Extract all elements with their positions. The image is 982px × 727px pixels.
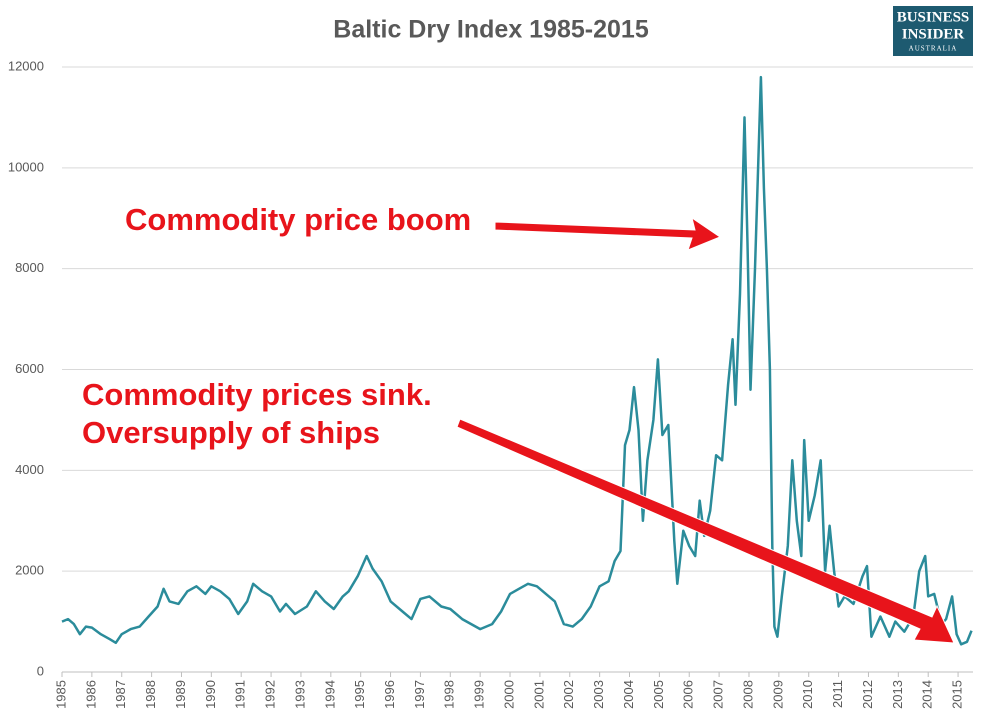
y-tick-label: 10000	[8, 159, 44, 174]
data-line	[61, 75, 973, 646]
annotation: Commodity prices sink.	[82, 377, 432, 412]
logo-box	[893, 6, 973, 56]
y-tick-label: 8000	[15, 260, 44, 275]
logo-text: AUSTRALIA	[909, 45, 958, 53]
arrow	[494, 216, 722, 251]
x-tick-label: 2007	[711, 680, 726, 709]
x-tick-label: 2006	[681, 680, 696, 709]
x-tick-label: 1992	[263, 680, 278, 709]
arrows	[456, 216, 955, 644]
x-tick-label: 2015	[950, 680, 965, 709]
x-tick-label: 1990	[203, 680, 218, 709]
logo-text: BUSINESS	[897, 9, 970, 25]
x-tick-label: 2001	[531, 680, 546, 709]
x-tick-label: 1989	[173, 680, 188, 709]
x-tick-label: 2009	[770, 680, 785, 709]
logo: BUSINESS INSIDER AUSTRALIA	[893, 6, 973, 56]
logo-text: INSIDER	[902, 26, 965, 42]
x-tick-label: 2013	[890, 680, 905, 709]
x-tick-label: 1993	[292, 680, 307, 709]
y-tick-label: 2000	[15, 563, 44, 578]
plot	[61, 75, 973, 646]
x-tick-label: 1985	[53, 680, 68, 709]
x-tick-label: 2004	[621, 680, 636, 709]
x-tick-label: 2002	[561, 680, 576, 709]
x-tick-label: 2014	[920, 680, 935, 709]
grid	[61, 66, 973, 677]
x-tick-label: 1987	[113, 680, 128, 709]
x-tick-label: 1999	[472, 680, 487, 709]
x-tick-label: 1988	[143, 680, 158, 709]
x-tick-label: 2010	[800, 680, 815, 709]
arrow	[456, 418, 955, 644]
x-tick-label: 1996	[382, 680, 397, 709]
x-tick-label: 2000	[501, 680, 516, 709]
y-tick-label: 6000	[15, 361, 44, 376]
x-tick-label: 2008	[740, 680, 755, 709]
x-tick-label: 2003	[591, 680, 606, 709]
y-tick-label: 4000	[15, 462, 44, 477]
x-tick-label: 2005	[651, 680, 666, 709]
x-tick-label: 1991	[233, 680, 248, 709]
y-tick-label: 0	[37, 663, 44, 678]
x-tick-label: 1995	[352, 680, 367, 709]
annotation: Oversupply of ships	[82, 415, 380, 450]
x-tick-label: 1998	[442, 680, 457, 709]
x-tick-label: 2012	[860, 680, 875, 709]
chart-title: Baltic Dry Index 1985-2015	[333, 16, 649, 44]
x-tick-label: 1997	[412, 680, 427, 709]
annotation: Commodity price boom	[125, 202, 471, 237]
x-tick-label: 2011	[830, 680, 845, 708]
y-tick-label: 12000	[8, 58, 44, 73]
x-tick-label: 1986	[83, 680, 98, 709]
x-tick-label: 1994	[322, 680, 337, 709]
